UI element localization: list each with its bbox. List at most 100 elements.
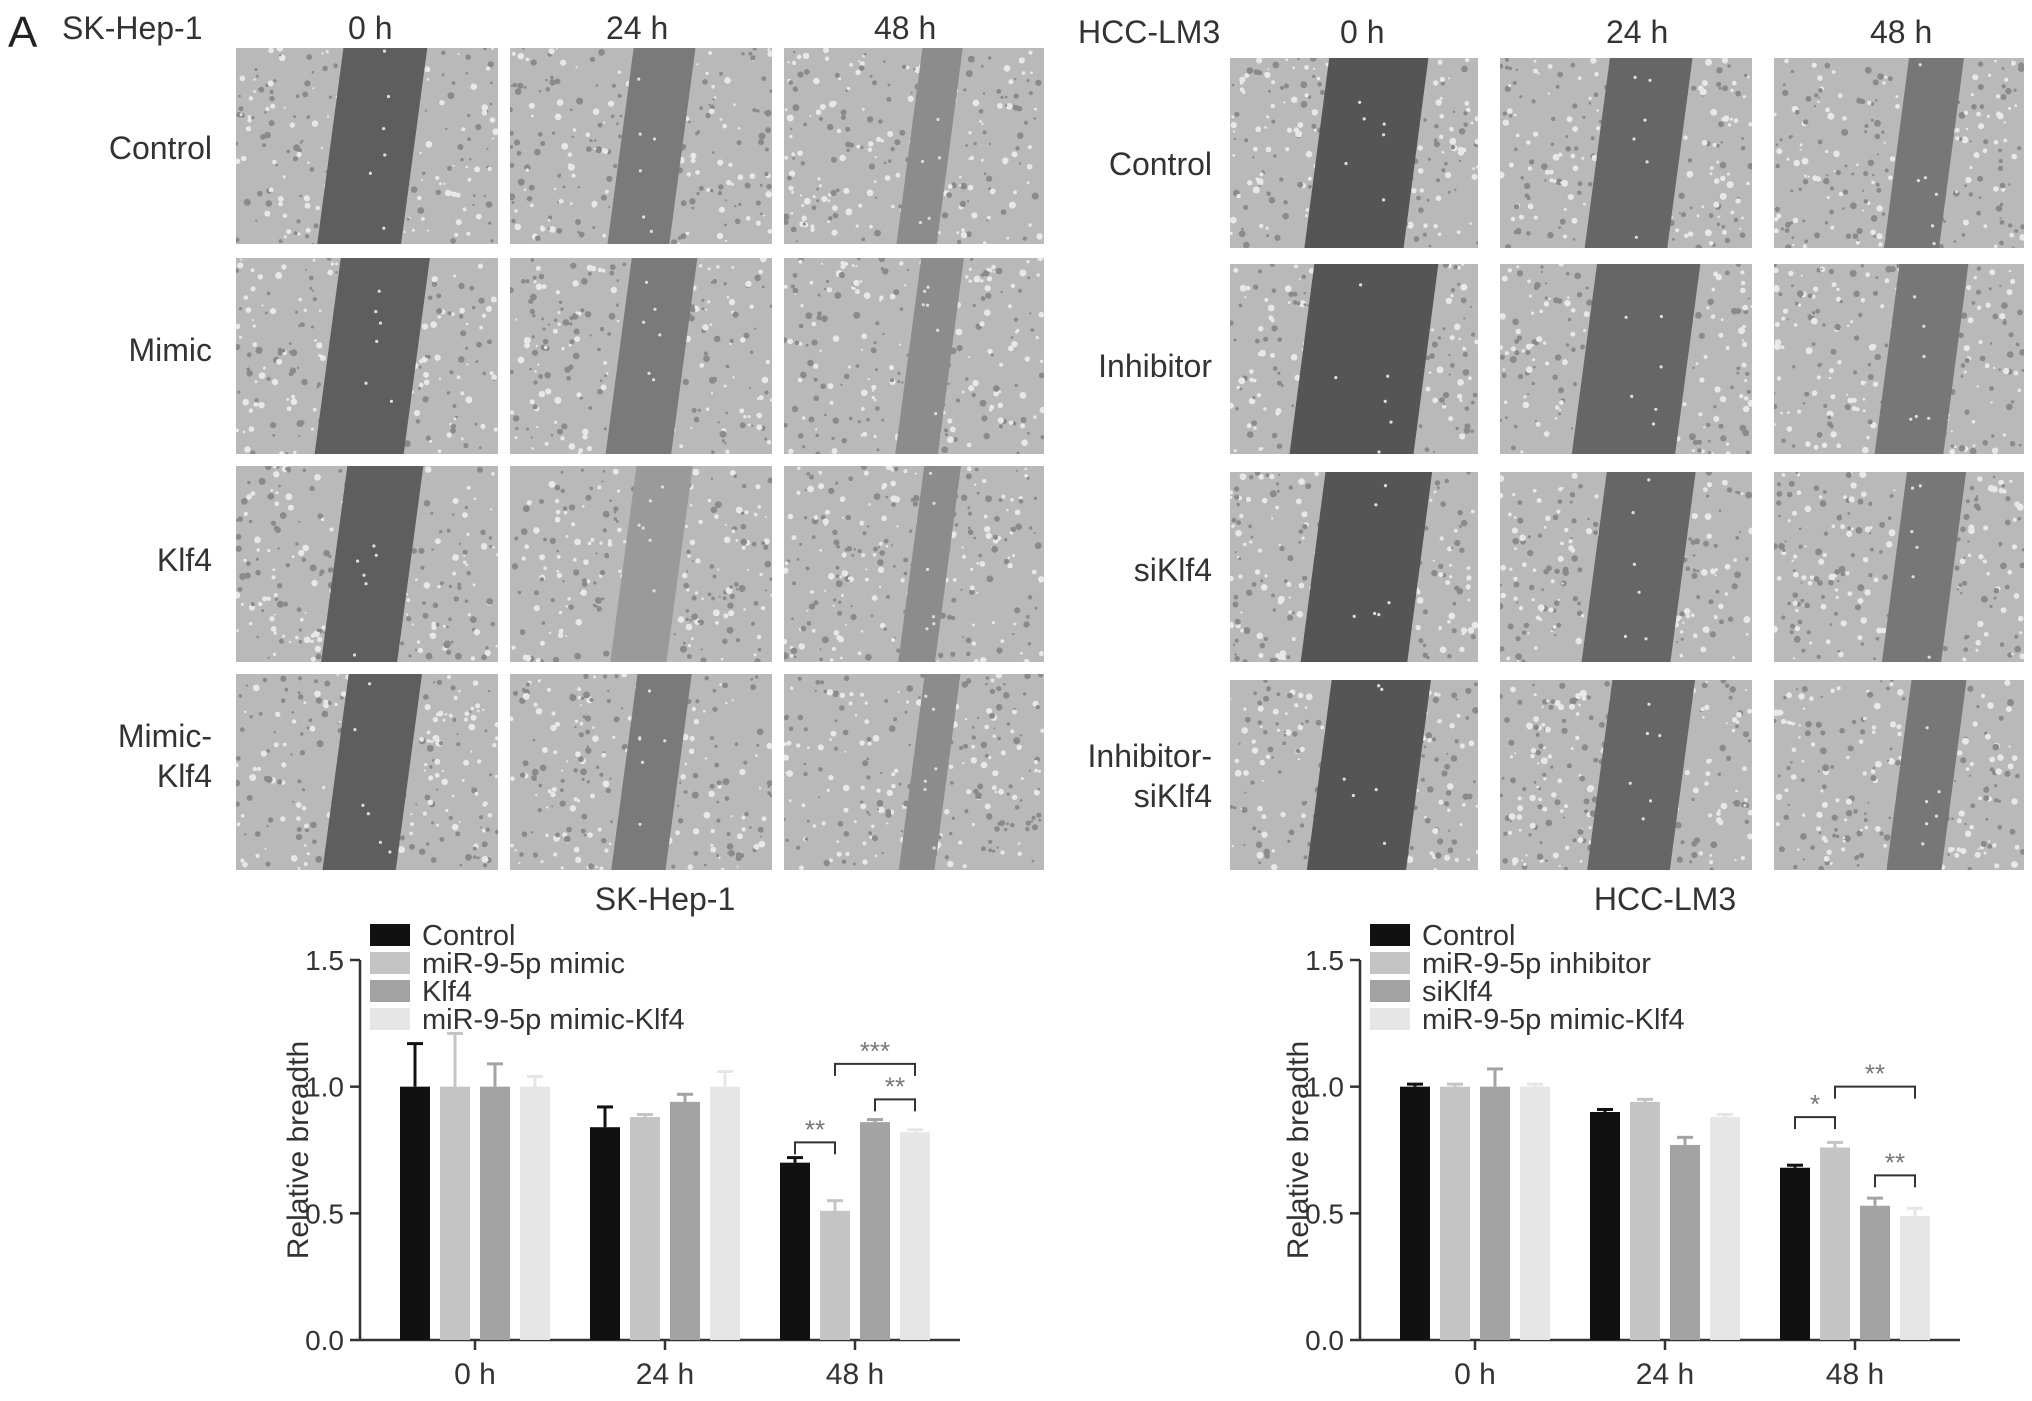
hcc-lm3-micrograph-r2-c1: [1500, 472, 1752, 662]
sk-hep-1-legend-swatch-2: [370, 980, 410, 1002]
sk-hep-1-sig-label-1: **: [885, 1071, 905, 1101]
sk-hep-1-x-tick-label-2: 48 h: [826, 1358, 884, 1391]
hcc-lm3-bar-s2-g0: [1480, 1086, 1510, 1340]
sk-hep-1-bar-s1-g2: [820, 1210, 850, 1340]
hcc-lm3-chart-title: HCC-LM3: [1594, 881, 1736, 917]
hcc-lm3-legend-label-1: miR-9-5p inhibitor: [1422, 948, 1651, 980]
hcc-lm3-micrograph-r1-c0: [1230, 264, 1478, 454]
sk-hep-1-legend-label-1: miR-9-5p mimic: [422, 948, 625, 980]
hcc-lm3-micrograph-r2-c0: [1230, 472, 1478, 662]
sk-hep-1-micrograph-r1-c0: [236, 258, 498, 454]
sk-hep-1-y-axis-label: Relative breadth: [282, 1041, 315, 1259]
hcc-lm3-bar-chart: HCC-LM3 Relative breadth 0.0 0.5 1.0 1.5 0 h 24…: [1282, 881, 1960, 1391]
hcc-lm3-micrograph-r3-c0: [1230, 680, 1478, 870]
hcc-lm3-micrograph-r0-c2: [1774, 58, 2024, 248]
left-row-label-control: Control: [108, 130, 212, 166]
hcc-lm3-micrograph-r1-c2: [1774, 264, 2024, 454]
left-cell-line-label: SK-Hep-1: [62, 10, 203, 46]
sk-hep-1-micrograph-r0-c2: [784, 48, 1044, 244]
sk-hep-1-y-tick-label-1: 0.5: [305, 1198, 344, 1229]
sk-hep-1-y-tick-label-0: 0.0: [305, 1325, 344, 1356]
hcc-lm3-bar-s3-g0: [1520, 1086, 1550, 1340]
hcc-lm3-y-tick-label-2: 1.0: [1305, 1072, 1344, 1103]
sk-hep-1-bar-s1-g0: [440, 1086, 470, 1340]
hcc-lm3-micrograph-r3-c1: [1500, 680, 1752, 870]
hcc-lm3-bar-s1-g1: [1630, 1101, 1660, 1340]
panel-letter: A: [8, 8, 38, 57]
sk-hep-1-legend-label-0: Control: [422, 920, 516, 952]
sk-hep-1-bar-s3-g1: [710, 1086, 740, 1340]
sk-hep-1-sig-label-0: **: [805, 1114, 825, 1144]
sk-hep-1-bar-s2-g0: [480, 1086, 510, 1340]
left-timepoint-0: 0 h: [348, 10, 393, 46]
hcc-lm3-legend-swatch-3: [1370, 1008, 1410, 1030]
hcc-lm3-y-tick-label-1: 0.5: [1305, 1198, 1344, 1229]
hcc-lm3-sig-label-0: *: [1810, 1089, 1820, 1119]
left-row-label-klf4: Klf4: [156, 542, 212, 578]
hcc-lm3-sig-bracket-0: [1794, 1116, 1836, 1130]
hcc-lm3-micrograph-r0-c1: [1500, 58, 1752, 248]
hcc-lm3-bar-s0-g0: [1400, 1086, 1430, 1340]
sk-hep-1-bar-s0-g0: [400, 1086, 430, 1340]
hcc-lm3-bar-s2-g1: [1670, 1144, 1700, 1340]
sk-hep-1-micrograph-r0-c1: [510, 48, 772, 244]
sk-hep-1-y-tick-label-2: 1.0: [305, 1072, 344, 1103]
right-row-label-inhibitor-siklf4: Inhibitor- siKlf4: [1087, 738, 1213, 814]
hcc-lm3-bar-s2-g2: [1860, 1205, 1890, 1340]
sk-hep-1-micrograph-r2-c2: [784, 466, 1044, 662]
sk-hep-1-sig-label-2: ***: [860, 1036, 890, 1066]
sk-hep-1-micrograph-r1-c1: [510, 258, 772, 454]
right-timepoint-2: 48 h: [1870, 14, 1933, 50]
sk-hep-1-micrograph-r3-c0: [236, 674, 498, 870]
sk-hep-1-bar-s0-g1: [590, 1127, 620, 1340]
hcc-lm3-y-tick-label-3: 1.5: [1305, 945, 1344, 976]
left-row-label-mimic-klf4: Mimic- Klf4: [117, 718, 212, 794]
hcc-lm3-bar-s1-g0: [1440, 1086, 1470, 1340]
right-row-label-inhibitor: Inhibitor: [1098, 348, 1212, 384]
sk-hep-1-x-tick-label-1: 24 h: [636, 1358, 694, 1391]
hcc-lm3-y-axis-label: Relative breadth: [1282, 1041, 1315, 1259]
hcc-lm3-bar-s0-g2: [1780, 1167, 1810, 1340]
hcc-lm3-legend-swatch-2: [1370, 980, 1410, 1002]
sk-hep-1-y-tick-label-3: 1.5: [305, 945, 344, 976]
hcc-lm3-micrograph-r0-c0: [1230, 58, 1478, 248]
sk-hep-1-micrograph-r2-c1: [510, 466, 772, 662]
hcc-lm3-legend-label-0: Control: [1422, 920, 1516, 952]
sk-hep-1-sig-bracket-0: [794, 1141, 836, 1155]
sk-hep-1-micrograph-r2-c0: [236, 466, 498, 662]
sk-hep-1-micrograph-r3-c2: [784, 674, 1044, 870]
left-row-label-mimic: Mimic: [128, 332, 212, 368]
hcc-lm3-sig-label-2: **: [1885, 1147, 1905, 1177]
hcc-lm3-bar-s3-g2: [1900, 1215, 1930, 1340]
right-cell-line-label: HCC-LM3: [1078, 14, 1221, 50]
hcc-lm3-bar-s1-g2: [1820, 1147, 1850, 1340]
left-timepoint-2: 48 h: [874, 10, 937, 46]
sk-hep-1-bar-s2-g1: [670, 1101, 700, 1340]
sk-hep-1-micrograph-r1-c2: [784, 258, 1044, 454]
hcc-lm3-x-tick-label-0: 0 h: [1454, 1358, 1496, 1391]
sk-hep-1-sig-bracket-2: [834, 1062, 916, 1076]
hcc-lm3-bar-s3-g1: [1710, 1117, 1740, 1340]
sk-hep-1-x-tick-label-0: 0 h: [454, 1358, 496, 1391]
right-timepoint-1: 24 h: [1606, 14, 1669, 50]
hcc-lm3-legend-swatch-1: [1370, 952, 1410, 974]
sk-hep-1-legend-swatch-0: [370, 924, 410, 946]
sk-hep-1-sig-bracket-1: [874, 1098, 916, 1112]
hcc-lm3-sig-bracket-1: [1834, 1085, 1916, 1099]
sk-hep-1-legend-label-3: miR-9-5p mimic-Klf4: [422, 1004, 685, 1036]
hcc-lm3-sig-bracket-2: [1874, 1174, 1916, 1188]
right-row-label-siklf4: siKlf4: [1133, 552, 1212, 588]
sk-hep-1-micrograph-r0-c0: [236, 48, 498, 244]
sk-hep-1-bar-s3-g2: [900, 1132, 930, 1340]
right-timepoint-0: 0 h: [1340, 14, 1385, 50]
sk-hep-1-legend-swatch-1: [370, 952, 410, 974]
sk-hep-1-legend-swatch-3: [370, 1008, 410, 1030]
sk-hep-1-bar-chart: SK-Hep-1 Relative breadth 0.0 0.5 1.0 1.5 0 h 2…: [282, 881, 960, 1391]
sk-hep-1-bar-s0-g2: [780, 1162, 810, 1340]
hcc-lm3-legend-label-2: siKlf4: [1422, 976, 1493, 1008]
hcc-lm3-bar-s0-g1: [1590, 1112, 1620, 1340]
hcc-lm3-micrograph-r2-c2: [1774, 472, 2024, 662]
hcc-lm3-x-tick-label-1: 24 h: [1636, 1358, 1694, 1391]
hcc-lm3-legend-swatch-0: [1370, 924, 1410, 946]
sk-hep-1-bar-s3-g0: [520, 1086, 550, 1340]
